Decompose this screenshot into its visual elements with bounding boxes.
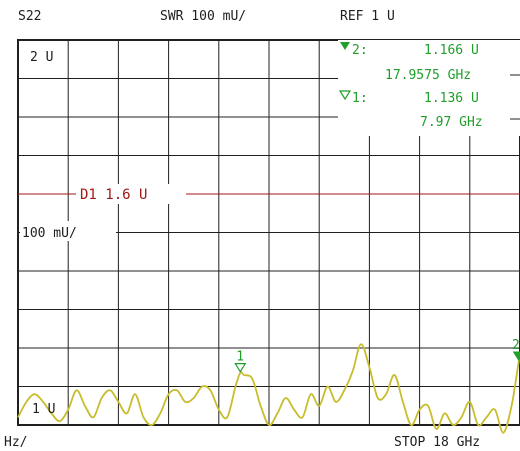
marker-1-index: 1:: [352, 91, 368, 106]
limit-label-bg: [76, 184, 186, 204]
footer-stop-label: STOP 18 GHz: [394, 435, 480, 450]
scale-top-label: 2 U: [30, 50, 53, 65]
marker-1-outline-icon: [338, 90, 352, 101]
limit-line-label: D1 1.6 U: [80, 187, 147, 203]
marker-2-pin-label: 2: [512, 338, 520, 353]
scale-mid-bg: [20, 221, 116, 241]
marker-2-active-icon: [340, 42, 350, 50]
format-label: SWR 100 mU/: [160, 9, 246, 24]
reference-label: REF 1 U: [340, 9, 395, 24]
trace-label: S22: [18, 9, 41, 24]
scale-mid-label: 100 mU/: [22, 226, 77, 241]
footer-start-label: Hz/: [4, 435, 27, 450]
marker-2-frequency: 17.9575 GHz: [385, 68, 471, 83]
marker-1-pin-icon[interactable]: [234, 363, 247, 373]
plot-area[interactable]: 2: 1.166 U 17.9575 GHz 1: 1.136 U 7.97 G…: [17, 39, 520, 434]
marker-info-box: [338, 40, 520, 136]
trace-line: [17, 343, 520, 434]
marker-2-value: 1.166 U: [424, 43, 479, 58]
marker-pins: 12: [234, 338, 520, 373]
marker-2-pin-icon[interactable]: [512, 351, 520, 362]
scale-top-bg: [22, 46, 62, 66]
scale-bottom-label: 1 U: [32, 402, 55, 417]
marker-1-value: 1.136 U: [424, 91, 479, 106]
marker-1-frequency: 7.97 GHz: [420, 115, 483, 130]
marker-1-pin-label: 1: [236, 350, 244, 365]
marker-2-index: 2:: [352, 43, 368, 58]
